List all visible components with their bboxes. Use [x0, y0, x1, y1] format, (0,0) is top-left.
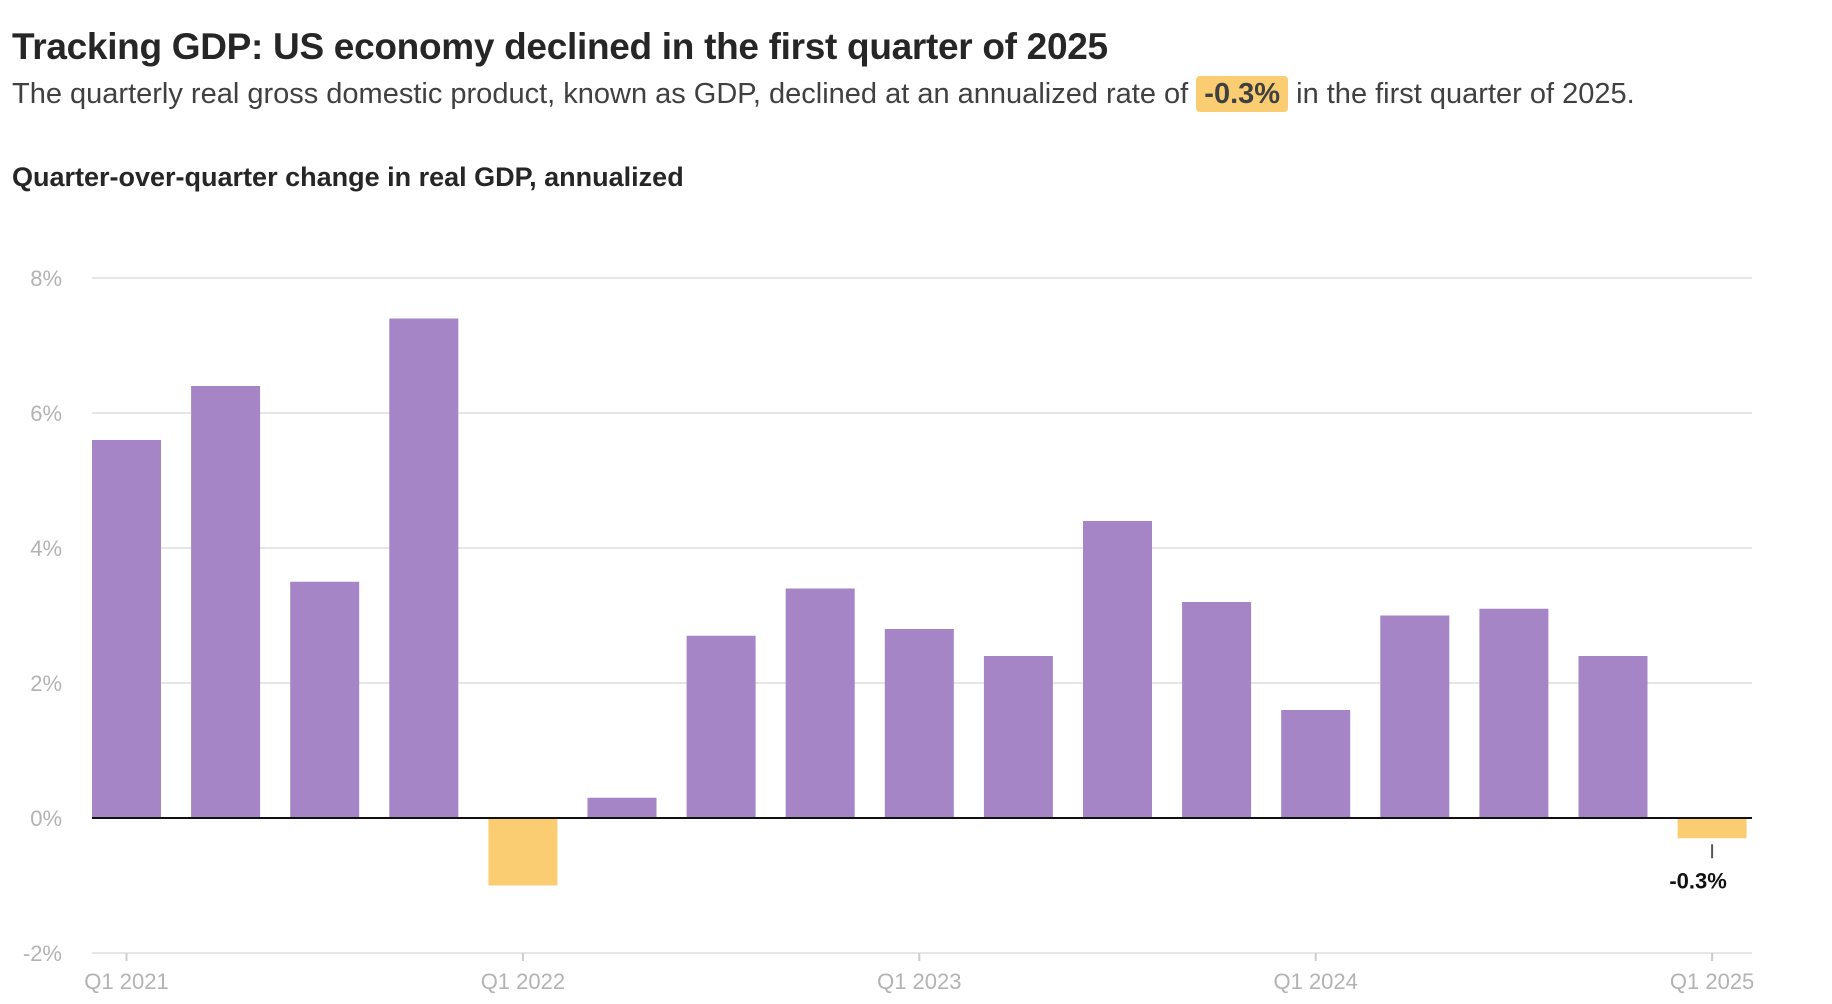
- bar-q3-2023: [1083, 521, 1152, 818]
- bar-q1-2023: [884, 629, 954, 818]
- bar-q2-2023: [983, 656, 1053, 818]
- bar-q2-2021: [191, 386, 261, 818]
- x-tick-label: Q1 2024: [1273, 969, 1357, 994]
- bar-q4-2021: [389, 318, 459, 818]
- chart-heading: Quarter-over-quarter change in real GDP,…: [12, 162, 684, 192]
- bar-q1-2025: [1677, 818, 1747, 839]
- bar-q4-2023: [1182, 602, 1252, 818]
- bar-q4-2024: [1578, 656, 1648, 818]
- subtitle-text-after: in the first quarter of 2025.: [1296, 78, 1635, 110]
- chart-subtitle: The quarterly real gross domestic produc…: [12, 76, 1635, 112]
- axes: [92, 817, 1752, 961]
- bar-q3-2021: [290, 581, 360, 818]
- bar-q3-2024: [1479, 608, 1549, 818]
- bar-q1-2022: [488, 818, 558, 886]
- x-tick-label: Q1 2025: [1670, 969, 1754, 994]
- y-tick-label: -2%: [23, 941, 62, 966]
- bar-q1-2024: [1281, 710, 1351, 818]
- bars: [92, 318, 1747, 886]
- x-tick-label: Q1 2023: [877, 969, 961, 994]
- x-tick-label: Q1 2022: [481, 969, 565, 994]
- y-tick-label: 2%: [30, 671, 62, 696]
- bar-q4-2022: [785, 588, 855, 818]
- bar-q3-2022: [686, 635, 756, 818]
- labels: -2% 0% 2% 4% 6% 8% Q1 2021 Q1 2022 Q1 2023 Q1 202…: [23, 266, 1754, 994]
- y-tick-label: 0%: [30, 806, 62, 831]
- bar-q2-2024: [1380, 615, 1450, 818]
- bar-q2-2022: [587, 797, 657, 818]
- y-tick-label: 8%: [30, 266, 62, 291]
- annotation-label: -0.3%: [1669, 868, 1726, 893]
- y-tick-label: 6%: [30, 401, 62, 426]
- subtitle-highlight-value: -0.3%: [1196, 76, 1289, 112]
- x-tick-label: Q1 2021: [84, 969, 168, 994]
- subtitle-text-before: The quarterly real gross domestic produc…: [12, 78, 1189, 110]
- chart-title: Tracking GDP: US economy declined in the…: [12, 26, 1108, 67]
- y-tick-label: 4%: [30, 536, 62, 561]
- bar-q1-2021: [92, 440, 161, 818]
